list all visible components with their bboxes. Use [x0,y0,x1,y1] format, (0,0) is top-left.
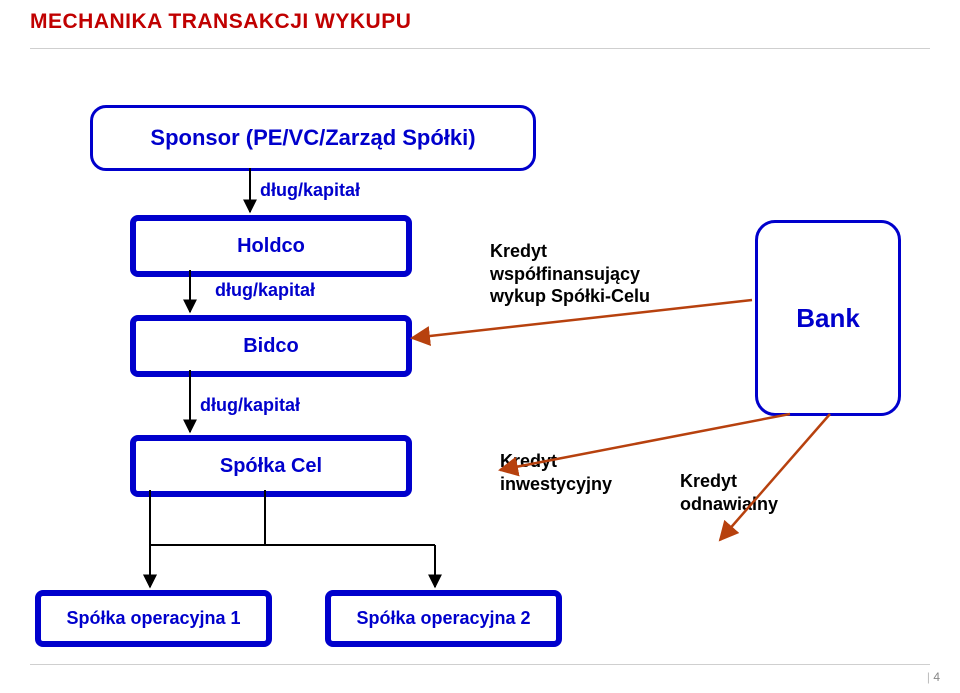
node-spolka-cel-label: Spółka Cel [220,455,322,478]
node-op1-label: Spółka operacyjna 1 [66,608,240,629]
node-op2-label: Spółka operacyjna 2 [356,608,530,629]
label-kredyt-odnaw: Kredyt odnawialny [680,470,778,515]
page-number: | 4 [927,670,940,684]
node-sponsor-label: Sponsor (PE/VC/Zarząd Spółki) [150,125,475,151]
node-sponsor: Sponsor (PE/VC/Zarząd Spółki) [90,105,536,171]
divider-top [30,48,930,49]
node-holdco: Holdco [130,215,412,277]
divider-bottom [30,664,930,665]
edge-label-dk1: dług/kapitał [260,180,360,201]
label-kredyt-inwest: Kredyt inwestycyjny [500,450,612,495]
node-bank-label: Bank [796,303,860,334]
edge-label-dk3: dług/kapitał [200,395,300,416]
page-title: MECHANIKA TRANSAKCJI WYKUPU [30,10,411,34]
node-op1: Spółka operacyjna 1 [35,590,272,647]
node-op2: Spółka operacyjna 2 [325,590,562,647]
node-bank: Bank [755,220,901,416]
label-kredyt-wspol: Kredyt współfinansujący wykup Spółki-Cel… [490,240,650,308]
node-bidco: Bidco [130,315,412,377]
node-holdco-label: Holdco [237,235,305,258]
edge-label-dk2: dług/kapitał [215,280,315,301]
node-bidco-label: Bidco [243,335,299,358]
node-spolka-cel: Spółka Cel [130,435,412,497]
